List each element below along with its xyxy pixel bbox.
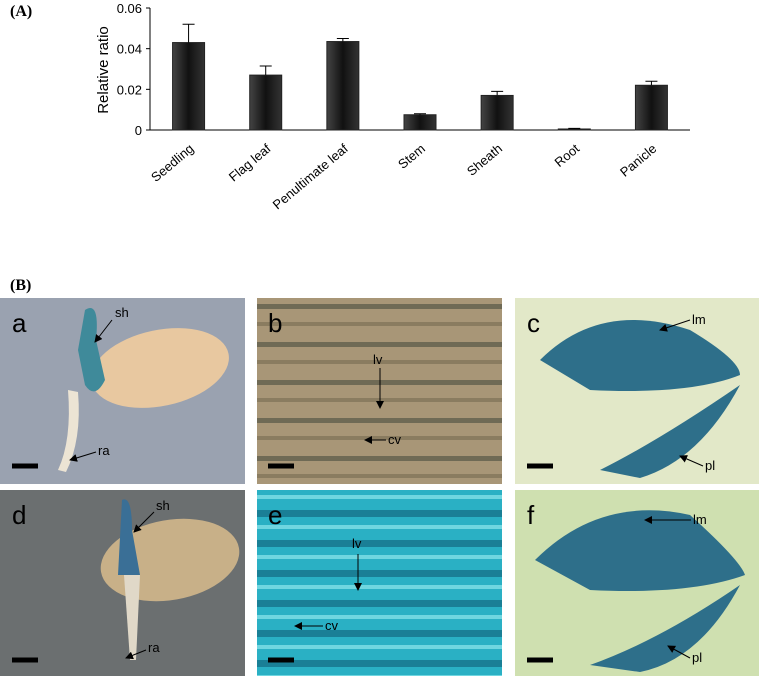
y-axis-label: Relative ratio	[95, 26, 112, 114]
panel-label: (A)	[10, 3, 32, 20]
error-bar	[645, 80, 658, 86]
annotation-arrow	[69, 451, 97, 462]
x-tick-label: Panicle	[617, 141, 659, 180]
panel-letter: c	[527, 308, 540, 338]
annotation-arrow	[679, 455, 704, 467]
annotation: lm	[693, 512, 707, 527]
annotation: lv	[352, 536, 362, 551]
annotation-arrow	[125, 649, 147, 660]
panel-label: (B)	[10, 277, 31, 294]
x-tick-label: Flag leaf	[226, 141, 274, 185]
bar	[326, 41, 360, 131]
annotation-arrow	[667, 645, 691, 659]
error-bar	[336, 38, 349, 42]
bar	[249, 74, 283, 131]
error-bar	[259, 65, 272, 76]
x-tick-label: Seedling	[148, 141, 196, 185]
annotation: lv	[373, 352, 383, 367]
annotation-arrow	[133, 511, 155, 533]
x-tick-label: Stem	[395, 141, 428, 172]
panel-letter: a	[12, 308, 27, 338]
error-bar	[414, 113, 426, 115]
y-tick-label: 0.06	[117, 1, 142, 16]
bar	[480, 94, 514, 131]
annotation-arrow	[659, 319, 691, 332]
x-tick-label: Root	[552, 141, 583, 170]
annotation: cv	[388, 432, 402, 447]
annotation: cv	[325, 618, 339, 633]
panel-letter: b	[268, 308, 282, 338]
x-tick-label: Penultimate leaf	[270, 141, 351, 213]
annotation: ra	[98, 443, 110, 458]
y-tick-label: 0.02	[117, 82, 142, 97]
error-bar	[182, 23, 195, 43]
y-tick-label: 0.04	[117, 42, 142, 57]
bar	[634, 84, 668, 131]
annotation: lm	[692, 312, 706, 327]
photos	[0, 298, 759, 676]
annotation: ra	[148, 640, 160, 655]
annotation: sh	[156, 498, 170, 513]
annotation: pl	[692, 650, 702, 665]
x-tick-label: Sheath	[464, 141, 505, 179]
bar	[172, 42, 206, 131]
annotation: pl	[705, 458, 715, 473]
panel-letter: d	[12, 500, 26, 530]
y-tick-label: 0	[135, 123, 142, 138]
panel-letter: f	[527, 500, 535, 530]
error-bar	[491, 90, 504, 96]
bar	[557, 128, 591, 131]
panel-letter: e	[268, 500, 282, 530]
error-bar	[568, 127, 581, 129]
annotation-arrow	[94, 319, 113, 343]
bar	[403, 114, 437, 131]
annotation: sh	[115, 305, 129, 320]
